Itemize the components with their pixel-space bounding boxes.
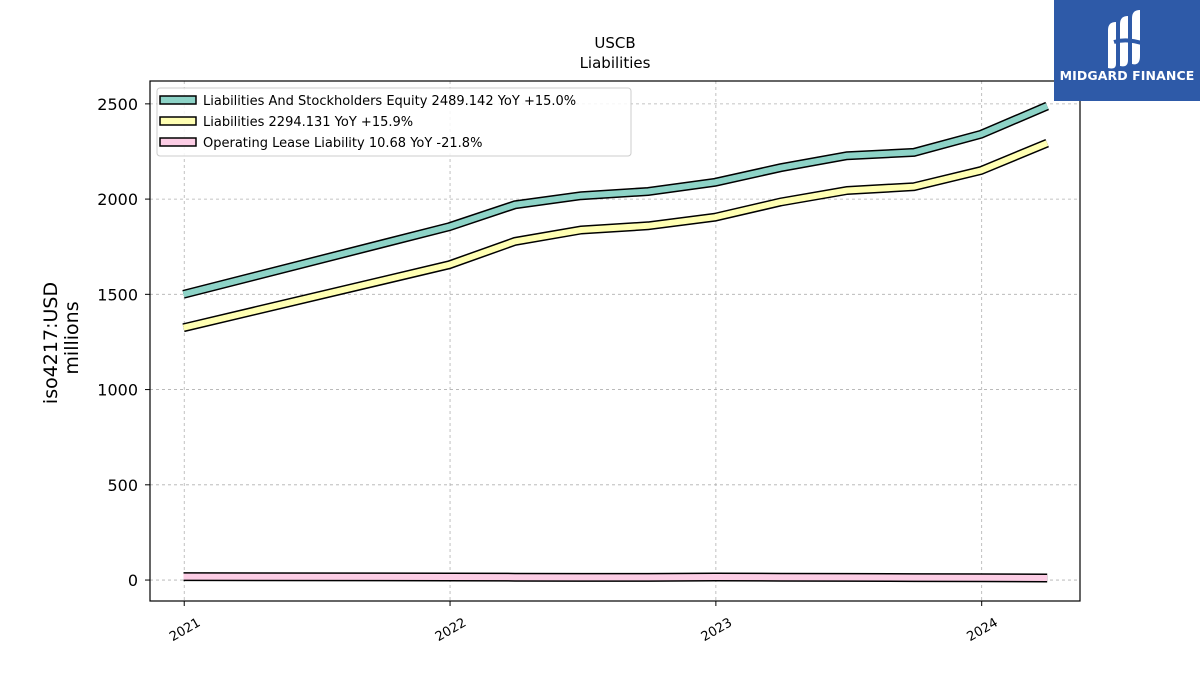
series-line-1 bbox=[182, 140, 1049, 331]
y-tick-label: 1000 bbox=[97, 381, 138, 400]
legend-entry: Liabilities 2294.131 YoY +15.9% bbox=[203, 115, 413, 130]
y-tick-label: 500 bbox=[107, 476, 138, 495]
y-tick-label: 0 bbox=[128, 571, 138, 590]
chart-subtitle: Liabilities bbox=[580, 54, 651, 72]
legend-box bbox=[156, 87, 632, 157]
y-tick-label: 1500 bbox=[97, 285, 138, 304]
y-axis-unit-label: millions bbox=[61, 301, 83, 374]
logo-text: MIDGARD FINANCE bbox=[1059, 68, 1195, 83]
series-line-2 bbox=[183, 573, 1048, 581]
x-tick-label: 2024 bbox=[965, 615, 1001, 645]
logo-mark-icon bbox=[1108, 10, 1145, 69]
legend-entry: Liabilities And Stockholders Equity 2489… bbox=[203, 94, 576, 109]
y-axis-label: iso4217:USD bbox=[40, 282, 62, 404]
chart-title: USCB bbox=[594, 34, 635, 52]
legend-entry: Operating Lease Liability 10.68 YoY -21.… bbox=[203, 136, 482, 151]
legend-swatch bbox=[159, 137, 197, 147]
legend: Liabilities And Stockholders Equity 2489… bbox=[156, 87, 632, 157]
x-tick-label: 2022 bbox=[433, 615, 469, 645]
y-tick-label: 2000 bbox=[97, 190, 138, 209]
legend-swatch bbox=[159, 116, 197, 126]
x-tick-label: 2023 bbox=[699, 615, 735, 645]
plot-frame bbox=[149, 80, 1081, 602]
legend-swatch bbox=[159, 95, 197, 105]
midgard-finance-logo: MIDGARD FINANCE bbox=[1054, 0, 1200, 101]
x-tick-label: 2021 bbox=[167, 615, 203, 645]
y-tick-label: 2500 bbox=[97, 95, 138, 114]
series-line-0 bbox=[182, 103, 1049, 298]
